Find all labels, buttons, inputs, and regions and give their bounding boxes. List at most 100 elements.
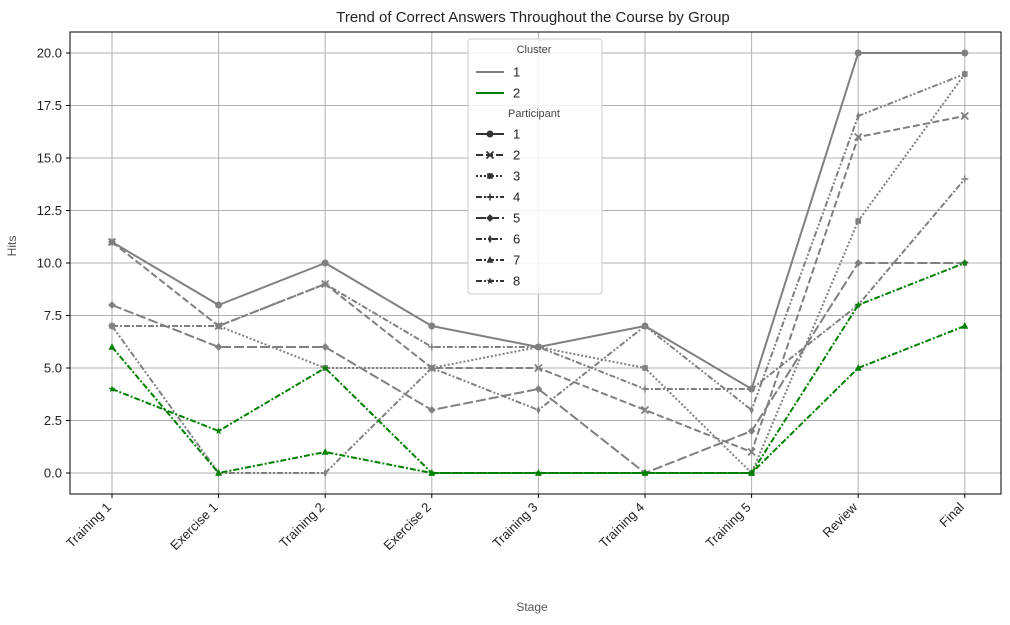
legend-style-title: Participant: [508, 108, 560, 120]
data-point: [748, 385, 756, 393]
legend-marker-participant-7: [486, 256, 494, 263]
legend-label-participant-7: 7: [513, 253, 520, 268]
x-tick-label: Exercise 1: [167, 500, 221, 554]
data-point: [428, 343, 436, 351]
y-tick-label: 12.5: [37, 203, 62, 218]
data-point: [534, 385, 543, 393]
legend-label-participant-8: 8: [513, 274, 520, 289]
legend-marker-participant-6: [487, 234, 493, 244]
x-tick-labels: Training 1 Exercise 1 Training 2 Exercise 2…: [63, 494, 967, 553]
series-line: [112, 178, 966, 390]
data-point: [641, 469, 649, 477]
data-point: [214, 427, 223, 435]
data-point: [215, 322, 223, 330]
legend-marker-participant-4: [486, 193, 494, 201]
x-tick-label: Review: [820, 499, 861, 540]
legend-label-cluster-1: 1: [513, 65, 520, 80]
legend-frame: [467, 38, 603, 295]
legend-label-participant-5: 5: [513, 211, 520, 226]
legend-hue-title: Cluster: [517, 44, 552, 56]
data-point: [961, 175, 969, 183]
series-line: [111, 262, 965, 474]
data-point: [534, 363, 543, 373]
y-tick-label: 15.0: [37, 151, 62, 166]
data-point: [321, 448, 329, 455]
data-point: [108, 385, 116, 393]
data-point: [641, 385, 649, 393]
legend-marker-participant-3: [487, 173, 493, 179]
data-point: [642, 321, 648, 331]
data-point: [856, 111, 861, 121]
legend-marker-participant-5: [486, 214, 494, 222]
data-point: [854, 259, 863, 267]
y-axis-title: Hits: [5, 236, 19, 257]
legend-marker-participant-2: [485, 150, 495, 160]
legend-label-participant-2: 2: [513, 148, 520, 163]
y-tick-label: 20.0: [37, 46, 62, 61]
legend-label-participant-3: 3: [513, 169, 520, 184]
data-point: [427, 406, 436, 414]
chart-title: Trend of Correct Answers Throughout the …: [336, 9, 730, 26]
data-point: [960, 111, 969, 121]
legend-label-participant-6: 6: [513, 232, 520, 247]
data-point: [108, 343, 116, 350]
data-point: [428, 469, 436, 477]
x-tick-label: Exercise 2: [380, 500, 434, 554]
data-point: [429, 363, 434, 373]
x-tick-label: Training 5: [703, 500, 754, 551]
data-point: [962, 69, 967, 79]
data-point: [534, 343, 542, 351]
data-point: [321, 364, 329, 372]
legend-label-participant-1: 1: [513, 127, 520, 142]
data-point: [428, 322, 436, 330]
y-tick-label: 0.0: [44, 466, 62, 481]
series-participant-6: [109, 69, 967, 478]
legend-label-participant-4: 4: [513, 190, 520, 205]
y-tick-labels: 0.0 2.5 5.0 7.5 10.0 12.5 15.0 17.5 20.0: [37, 46, 70, 481]
data-point: [108, 301, 116, 309]
x-tick-label: Training 4: [596, 500, 647, 551]
data-point: [321, 259, 329, 267]
data-point: [214, 343, 223, 351]
data-point: [961, 49, 969, 57]
y-tick-label: 2.5: [44, 413, 62, 428]
data-point: [215, 469, 223, 476]
legend-marker-participant-8: [486, 277, 494, 285]
x-axis-title: Stage: [516, 600, 548, 614]
data-point: [640, 405, 650, 415]
legend-marker-participant-1: [486, 130, 494, 138]
y-tick-label: 17.5: [37, 98, 62, 113]
data-point: [855, 218, 861, 224]
data-point: [536, 405, 541, 415]
data-point: [961, 322, 969, 329]
data-point: [961, 259, 969, 267]
data-point: [107, 237, 117, 247]
legend: Cluster Participant 1 2 1 2 3 4 5 6 7 8: [467, 38, 603, 295]
x-tick-label: Final: [936, 499, 967, 530]
x-tick-label: Training 2: [276, 500, 327, 551]
data-point: [749, 405, 754, 415]
legend-label-cluster-2: 2: [513, 86, 520, 101]
data-point: [747, 469, 756, 477]
data-point: [854, 49, 862, 57]
y-tick-label: 10.0: [37, 256, 62, 271]
data-point: [854, 132, 863, 142]
data-point: [854, 364, 862, 371]
series-layer: [107, 49, 969, 478]
series-participant-8: [108, 259, 969, 477]
data-point: [109, 321, 115, 331]
y-tick-label: 5.0: [44, 361, 62, 376]
data-point: [747, 447, 756, 457]
data-point: [321, 343, 330, 351]
y-tick-label: 7.5: [44, 308, 62, 323]
data-point: [747, 427, 756, 435]
data-point: [323, 468, 328, 478]
x-tick-label: Training 1: [63, 500, 114, 551]
data-point: [854, 301, 862, 309]
data-point: [534, 469, 543, 477]
data-point: [642, 365, 648, 371]
x-tick-label: Training 3: [489, 500, 540, 551]
data-point: [321, 280, 329, 288]
data-point: [215, 301, 223, 309]
